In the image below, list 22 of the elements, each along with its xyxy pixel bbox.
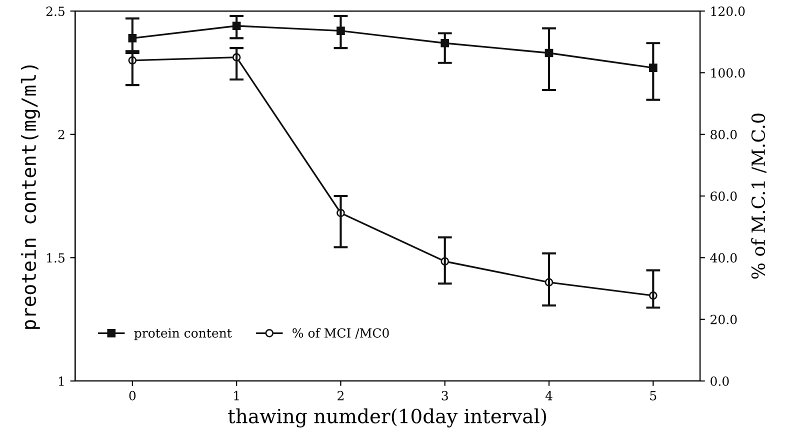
y-tick-label: 2.5 xyxy=(46,6,64,16)
y2-tick-label: 100.0 xyxy=(711,68,745,78)
legend-label: protein content xyxy=(134,328,232,340)
y-axis-title: preotein content(mg/ml) xyxy=(20,65,40,329)
x-axis-title: thawing numder(10day interval) xyxy=(228,408,546,428)
y2-axis-title: % of M.C.1 /M.C.0 xyxy=(751,114,766,279)
x-tick-label: 1 xyxy=(234,390,239,400)
x-tick-label: 5 xyxy=(650,391,656,400)
x-tick-label: 2 xyxy=(338,390,344,400)
legend-label: % of MCI /MC0 xyxy=(292,328,389,339)
y2-tick-label: 0.0 xyxy=(710,376,729,386)
y-tick-label: 2 xyxy=(58,130,64,140)
y-tick-label: 1.5 xyxy=(47,253,64,263)
y-tick-label: 1 xyxy=(58,376,64,386)
y2-tick-label: 120.0 xyxy=(711,6,745,16)
x-tick-label: 3 xyxy=(442,390,448,400)
x-tick-label: 0 xyxy=(129,390,136,400)
y2-tick-label: 60.0 xyxy=(710,192,737,201)
y2-tick-label: 20.0 xyxy=(710,314,737,324)
x-tick-label: 4 xyxy=(545,390,552,400)
y2-tick-label: 80.0 xyxy=(710,130,737,140)
y2-tick-label: 40.0 xyxy=(710,253,737,263)
